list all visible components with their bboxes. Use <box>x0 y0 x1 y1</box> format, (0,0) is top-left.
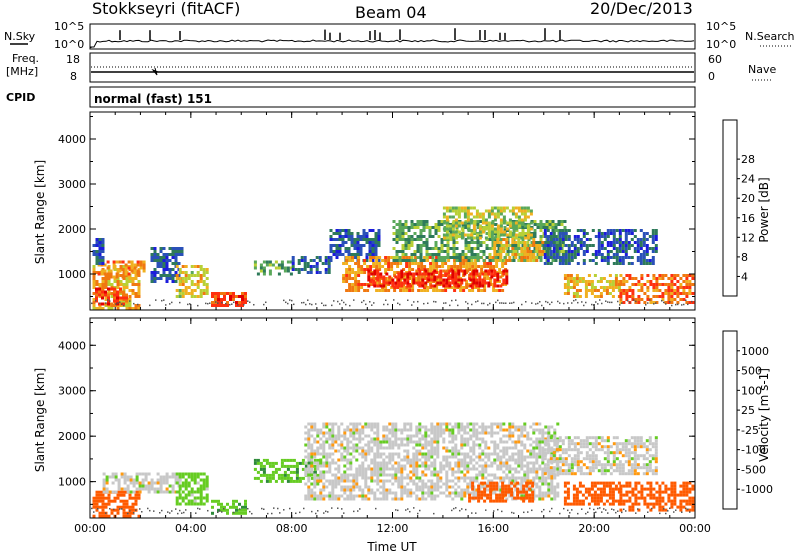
x-tick-label: 16:00 <box>477 522 509 535</box>
x-tick-label: 00:00 <box>679 522 711 535</box>
velocity-ytick-label: 3000 <box>58 385 86 398</box>
freq-label: Freq. <box>12 52 39 65</box>
nsky-tick-top: 10^5 <box>54 20 84 33</box>
x-tick-label: 12:00 <box>377 522 409 535</box>
velocity-colorbar-tick: -1000 <box>741 483 773 496</box>
velocity-panel: 1000 2000 3000 4000 00:00 04:00 08:00 12:00 16:0… <box>58 318 711 535</box>
nsearch-label: N.Search <box>745 30 795 43</box>
power-panel: 1000 2000 3000 4000 <box>58 112 695 310</box>
power-ytick-label: 4000 <box>58 133 86 146</box>
velocity-region-5 <box>304 423 559 501</box>
station-title: Stokkseyri (fitACF) <box>92 0 240 18</box>
power-region-7 <box>254 261 293 276</box>
velocity-region-9 <box>619 482 694 512</box>
power-colorbar-tick: 24 <box>741 173 755 186</box>
power-ylabel: Slant Range [km] <box>33 160 47 264</box>
nave-tick-bottom: 0 <box>708 70 715 83</box>
power-region-15 <box>544 229 658 265</box>
velocity-region-2 <box>176 473 209 506</box>
velocity-region-7 <box>544 436 658 475</box>
power-colorbar-tick: 8 <box>741 251 748 264</box>
power-region-3 <box>93 238 105 265</box>
power-ytick-label: 1000 <box>58 268 86 281</box>
velocity-ylabel: Slant Range [km] <box>33 368 47 472</box>
power-region-13 <box>443 207 533 240</box>
nsky-label: N.Sky <box>4 30 36 43</box>
power-region-17 <box>619 274 694 304</box>
date-title: 20/Dec/2013 <box>590 0 693 18</box>
power-colorbar-tick: 12 <box>741 231 755 244</box>
nave-label: Nave <box>748 63 776 76</box>
cpid-value: normal (fast) 151 <box>94 92 212 106</box>
power-region-8 <box>292 256 331 274</box>
mhz-label: [MHz] <box>6 65 38 78</box>
beam-title: Beam 04 <box>355 3 427 22</box>
nave-tick-top: 60 <box>708 53 722 66</box>
velocity-colorbar-label: Velocity [m s-1] <box>757 368 771 462</box>
x-tick-label: 20:00 <box>578 522 610 535</box>
power-colorbar-tick: 28 <box>741 153 755 166</box>
nsky-trace <box>91 28 694 48</box>
velocity-region-1 <box>103 473 181 494</box>
power-region-5 <box>176 265 209 298</box>
velocity-region-8 <box>564 482 621 506</box>
power-colorbar-label: Power [dB] <box>757 177 771 242</box>
freq-tick-bottom: 8 <box>70 70 77 83</box>
power-region-16 <box>564 274 621 298</box>
velocity-ytick-label: 1000 <box>58 476 86 489</box>
nsky-line <box>91 40 694 48</box>
nsearch-tick-top: 10^5 <box>706 20 736 33</box>
velocity-colorbar-tick: 1000 <box>741 345 769 358</box>
velocity-region-0 <box>93 491 141 518</box>
velocity-region-3 <box>211 500 247 515</box>
power-colorbar-tick: 16 <box>741 212 755 225</box>
freq-tick-top: 18 <box>66 53 80 66</box>
cpid-label: CPID <box>6 91 35 104</box>
x-tick-label: 00:00 <box>74 522 106 535</box>
freq-glitch <box>153 68 158 75</box>
power-colorbar-tick: 4 <box>741 270 748 283</box>
velocity-ytick-label: 4000 <box>58 339 86 352</box>
velocity-colorbar-frame <box>723 331 737 509</box>
power-ytick-label: 3000 <box>58 178 86 191</box>
x-tick-label: 04:00 <box>175 522 207 535</box>
nsky-tick-bottom: 10^0 <box>54 38 84 51</box>
power-colorbar: 4 8 12 16 20 24 28 <box>723 120 755 296</box>
velocity-colorbar-tick: 25 <box>741 404 755 417</box>
velocity-ytick-label: 2000 <box>58 430 86 443</box>
power-colorbar-frame <box>723 120 737 296</box>
power-colorbar-tick: 20 <box>741 192 755 205</box>
velocity-colorbar-tick: -500 <box>741 463 766 476</box>
nsearch-tick-bottom: 10^0 <box>706 38 736 51</box>
power-ytick-label: 2000 <box>58 223 86 236</box>
x-axis-label: Time UT <box>366 540 417 554</box>
x-tick-label: 08:00 <box>276 522 308 535</box>
